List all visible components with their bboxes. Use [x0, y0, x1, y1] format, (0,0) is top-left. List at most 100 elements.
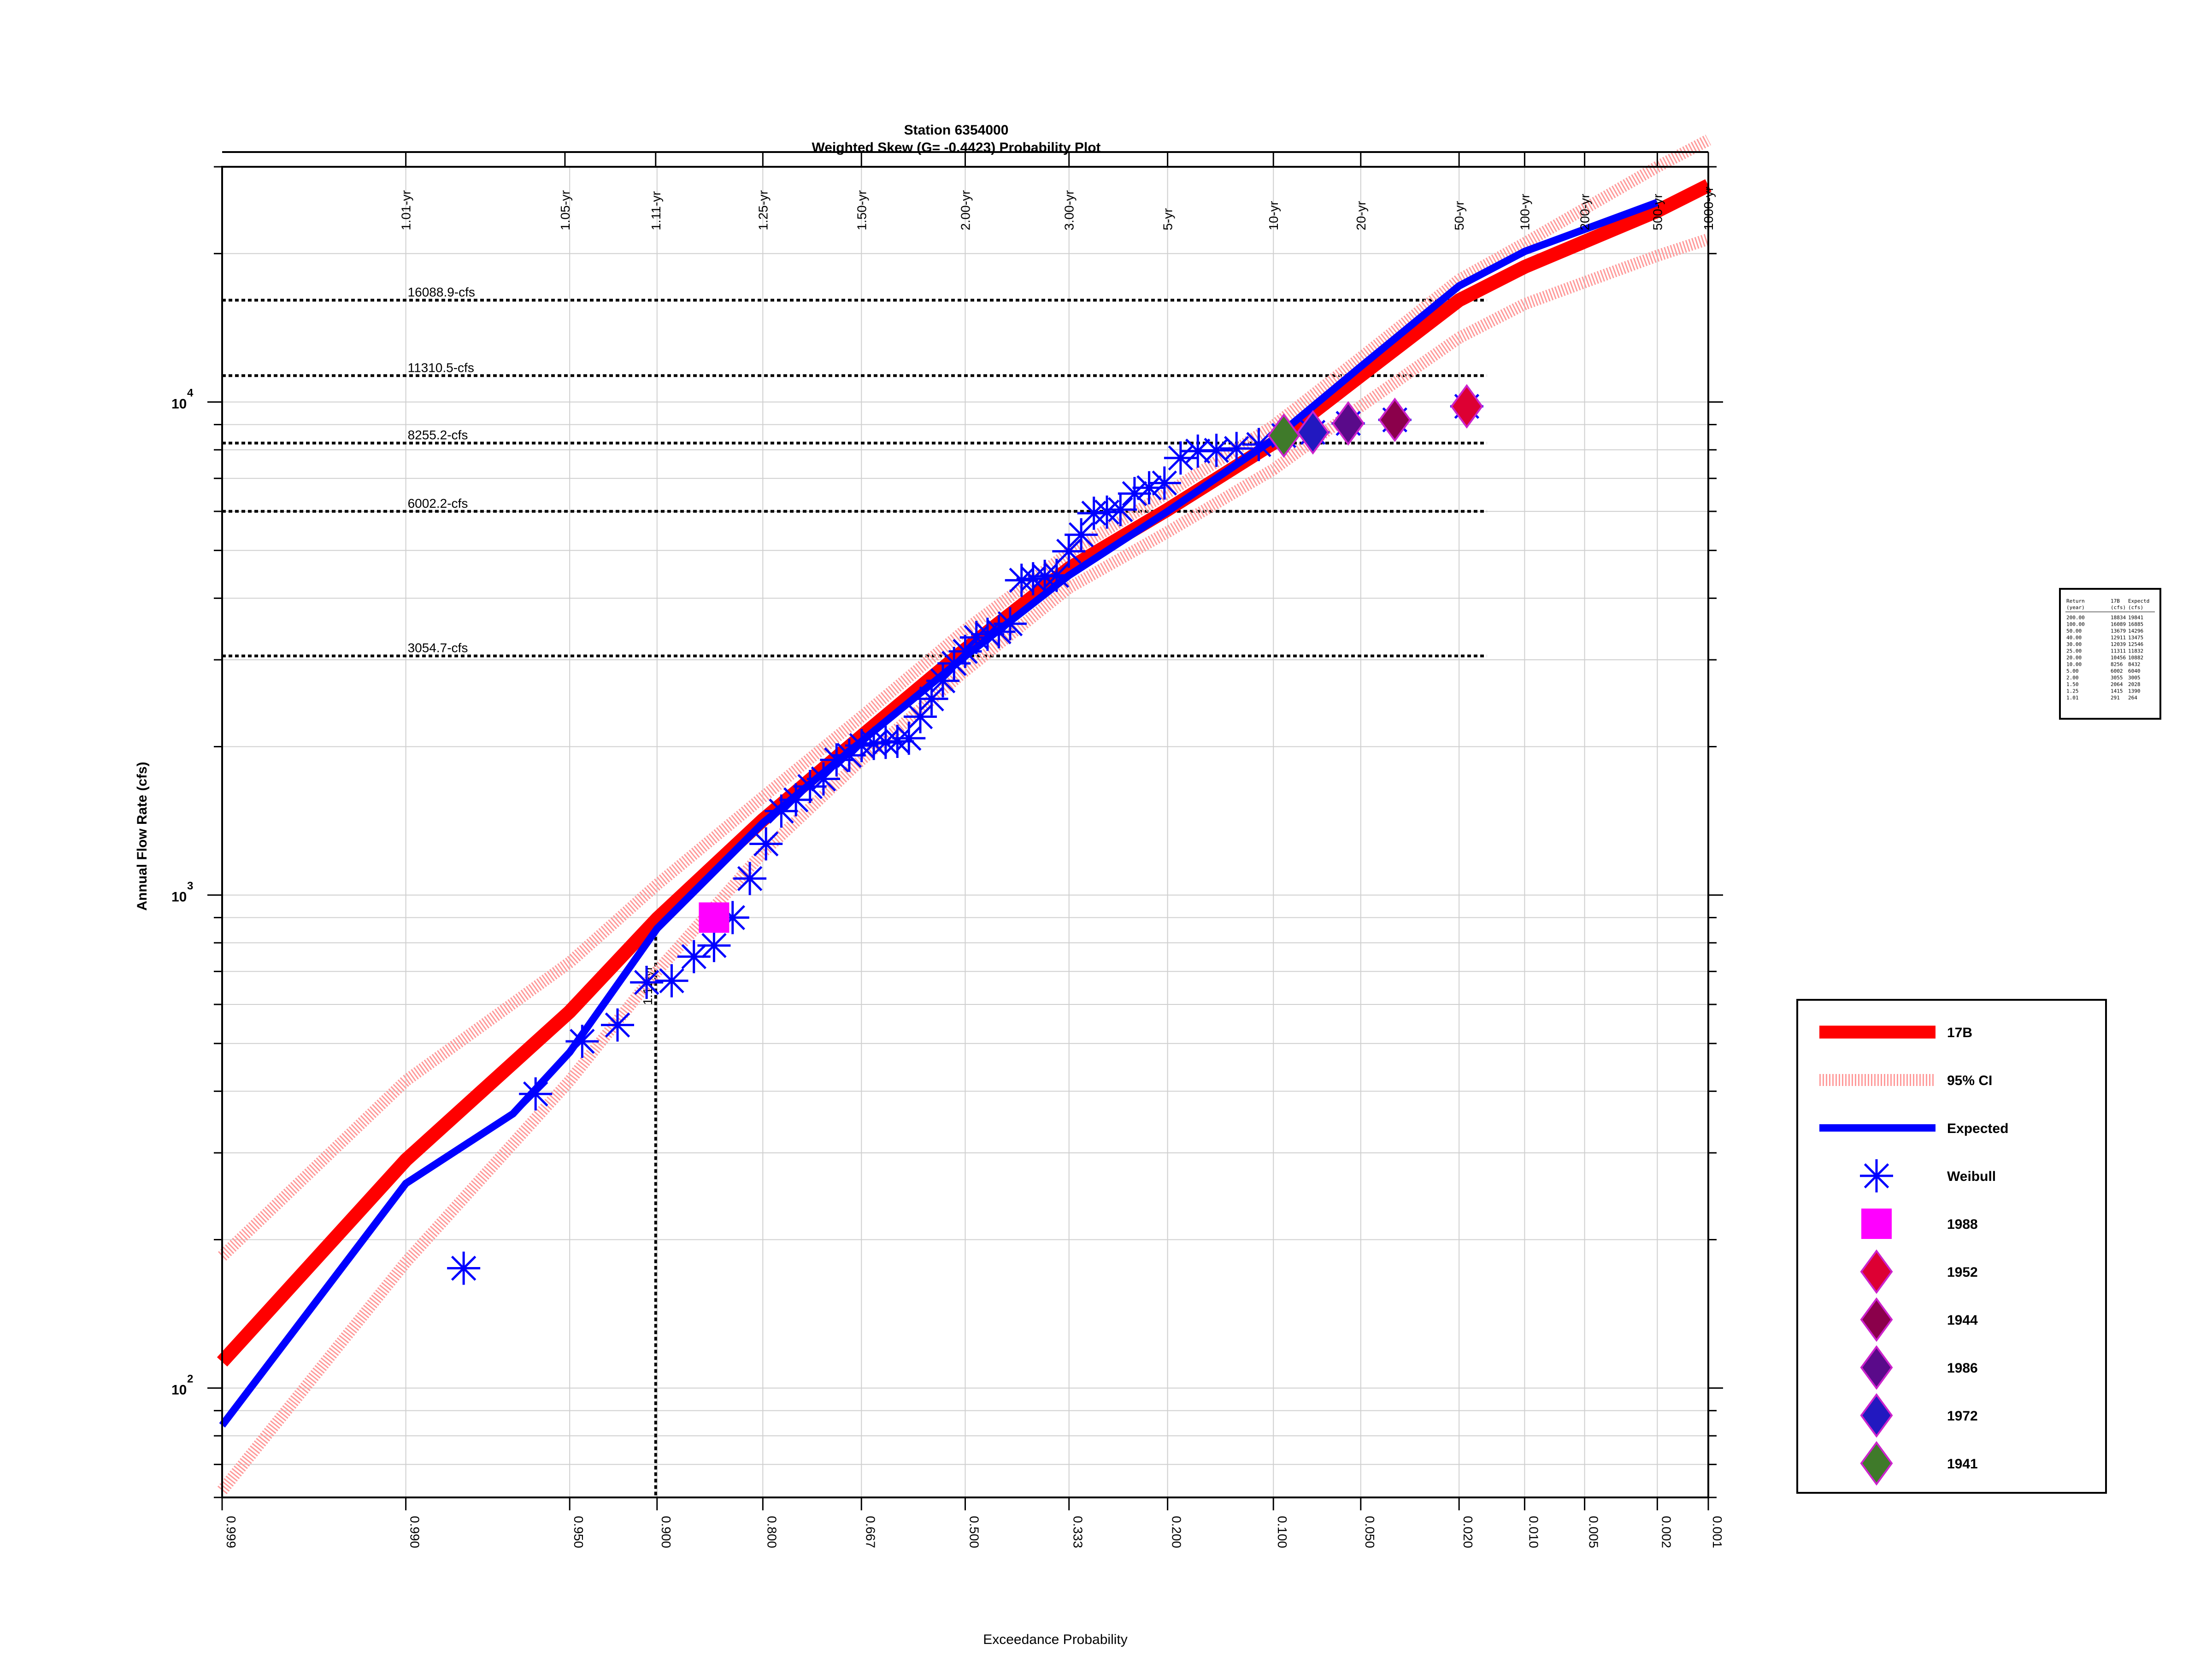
return-table-cell: 264 [2128, 695, 2137, 701]
weibull-point [993, 607, 1027, 640]
weibull-point [806, 762, 840, 796]
return-table-cell: 200.00 [2066, 615, 2085, 621]
weibull-point-stroke [681, 944, 706, 969]
top-tick-label: 2.00-yr [959, 190, 973, 230]
return-table-cell: 25.00 [2066, 648, 2082, 654]
y-tick-label-base: 10 [171, 397, 187, 412]
grid-layer [222, 166, 1709, 1498]
top-tick-label: 1.11-yr [649, 191, 663, 230]
weibull-point-stroke [953, 639, 978, 664]
return-table-cell: 6002 [2111, 668, 2123, 674]
top-tick-label: 1.05-yr [558, 190, 572, 230]
return-table-cell: 12911 [2111, 635, 2126, 641]
weibull-point [1147, 466, 1181, 500]
top-tick-label: 3.00-yr [1062, 190, 1077, 230]
return-table-header-cell: (cfs) [2128, 605, 2143, 610]
legend-label: 17B [1947, 1025, 1972, 1040]
x-tick-label: 0.333 [1071, 1516, 1085, 1548]
return-table-cell: 291 [2111, 695, 2120, 701]
legend-label: 95% CI [1947, 1073, 1992, 1088]
weibull-point-stroke [570, 1028, 595, 1054]
weibull-point [630, 966, 664, 999]
x-tick-label: 0.950 [571, 1516, 586, 1548]
return-table-header-cell: 17B [2111, 598, 2120, 604]
marker-1944 [1378, 397, 1412, 442]
legend-label: 1986 [1947, 1361, 1978, 1376]
top-tick-label: 5-yr [1161, 208, 1175, 230]
ci-lower-line [217, 233, 1711, 1494]
weibull-point [1860, 1159, 1893, 1192]
return-table-cell: 12039 [2111, 641, 2126, 647]
return-table-cell: 13475 [2128, 635, 2143, 641]
weibull-point-stroke [1864, 1163, 1889, 1189]
reference-line-label: 8255.2-cfs [408, 428, 468, 442]
x-tick-label: 0.100 [1275, 1516, 1289, 1548]
return-table-box [2059, 588, 2161, 720]
return-table-cell: 14296 [2128, 628, 2143, 634]
weibull-point-stroke [737, 866, 763, 892]
weibull-point-stroke [1044, 563, 1070, 588]
weibull-point-stroke [907, 704, 933, 729]
weibull-point [1200, 434, 1233, 467]
weibull-point [820, 743, 853, 777]
x-tick-label: 0.020 [1461, 1516, 1475, 1548]
return-table-cell: 10456 [2111, 655, 2126, 661]
marker-1952 [1450, 384, 1483, 429]
weibull-point [1242, 428, 1276, 461]
legend-swatch-diamond [1860, 1345, 1893, 1390]
legend-label: 1941 [1947, 1456, 1978, 1472]
ci-upper-line [218, 135, 1712, 1261]
x-axis-label: Exceedance Probability [983, 1632, 1128, 1647]
weibull-point [749, 827, 783, 861]
return-table-cell: 5.00 [2066, 668, 2079, 674]
weibull-point-stroke [1056, 539, 1082, 564]
weibull-point [565, 1025, 599, 1058]
return-table-header-cell: Return [2066, 598, 2085, 604]
x-tick-label: 0.001 [1710, 1516, 1724, 1548]
chart-title: Station 6354000 [904, 123, 1009, 138]
return-table-cell: 8256 [2111, 662, 2123, 668]
x-tick-label: 0.999 [224, 1516, 238, 1548]
weibull-point [1040, 558, 1073, 592]
weibull-point [959, 621, 993, 654]
top-tick-label: 10-yr [1266, 201, 1281, 230]
return-table-cell: 100.00 [2066, 622, 2085, 628]
weibull-point-stroke [1204, 438, 1229, 463]
y-tick-label-exponent: 3 [187, 880, 193, 892]
weibull-point [655, 964, 688, 998]
weibull-point [926, 664, 960, 698]
return-table-cell: 13679 [2111, 628, 2126, 634]
return-table-cell: 10.00 [2066, 662, 2082, 668]
return-table-cell: 16089 [2111, 622, 2126, 628]
reference-line-label: 11310.5-cfs [408, 360, 474, 375]
legend-label: Expected [1947, 1121, 2008, 1136]
marker-1986 [1332, 401, 1365, 446]
weibull-point-stroke [1136, 475, 1162, 500]
legend-label: 1952 [1947, 1265, 1978, 1280]
return-table-cell: 1415 [2111, 688, 2123, 694]
x-tick-label: 0.990 [408, 1516, 422, 1548]
return-table-cell: 1.50 [2066, 681, 2079, 687]
weibull-point [1220, 432, 1253, 465]
weibull-point [697, 929, 731, 963]
weibull-point-stroke [1152, 470, 1177, 496]
weibull-point-stroke [1224, 436, 1249, 461]
weibull-point-stroke [769, 798, 794, 824]
x-tick-label: 0.002 [1659, 1516, 1673, 1548]
top-tick-label: 100-yr [1518, 194, 1532, 230]
return-table-cell: 6040 [2128, 668, 2141, 674]
weibull-point-stroke [896, 726, 922, 751]
series-layer [217, 135, 1712, 1494]
weibull-point-stroke [1246, 432, 1271, 457]
return-table-cell: 2064 [2111, 681, 2123, 687]
y-tick-label-exponent: 4 [187, 387, 194, 399]
legend-swatch-diamond [1860, 1441, 1893, 1486]
weibull-point-stroke [1122, 481, 1147, 506]
weibull-point [904, 700, 937, 734]
legend-swatch-diamond [1860, 1297, 1893, 1342]
top-tick-label: 1.01-yr [399, 190, 413, 230]
return-table-cell: 11832 [2128, 648, 2143, 654]
weibull-point [793, 770, 827, 804]
weibull-point [1052, 534, 1086, 568]
